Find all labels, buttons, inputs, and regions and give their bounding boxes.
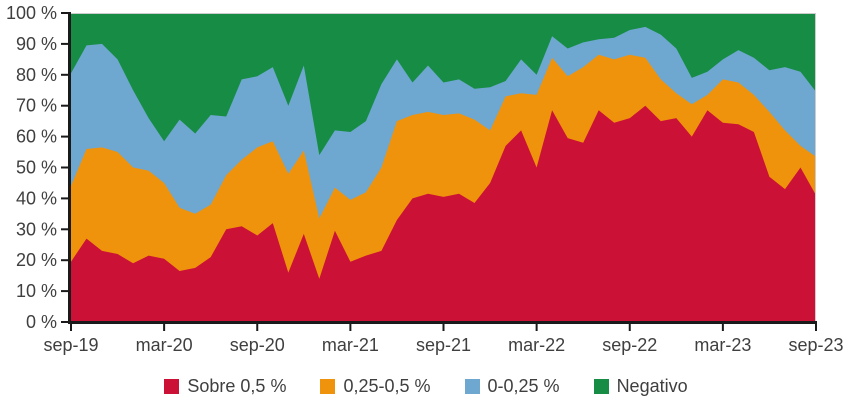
legend-swatch-0-025-icon <box>464 379 480 394</box>
y-tick-mark <box>61 104 68 107</box>
x-tick-label: mar-20 <box>136 335 193 355</box>
y-tick-mark <box>61 228 68 231</box>
x-tick-mark <box>628 324 631 331</box>
y-tick-mark <box>61 197 68 200</box>
legend-label-025-05: 0,25-0,5 % <box>343 376 431 396</box>
x-tick-mark <box>535 324 538 331</box>
y-axis-line <box>68 12 71 323</box>
legend-label-0-025: 0-0,25 % <box>487 376 560 396</box>
x-tick-label: sep-20 <box>230 335 285 355</box>
y-tick-mark <box>61 290 68 293</box>
x-tick-mark <box>163 324 166 331</box>
x-tick-label: sep-19 <box>43 335 98 355</box>
legend-item-sobre-05: Sobre 0,5 % <box>164 376 286 397</box>
legend-swatch-negativo-icon <box>593 379 609 394</box>
y-tick-label: 10 % <box>16 281 57 301</box>
y-tick-mark <box>61 73 68 76</box>
legend-swatch-sobre-05-icon <box>164 379 180 394</box>
legend-item-negativo: Negativo <box>593 376 688 397</box>
y-tick-label: 80 % <box>16 65 57 85</box>
y-tick-label: 90 % <box>16 34 57 54</box>
x-tick-mark <box>70 324 72 331</box>
x-tick-mark <box>256 324 259 331</box>
plot-frame <box>71 13 816 322</box>
legend-item-025-05: 0,25-0,5 % <box>320 376 431 397</box>
legend-swatch-025-05-icon <box>320 379 336 394</box>
legend-label-sobre-05: Sobre 0,5 % <box>187 376 287 396</box>
x-tick-label: mar-23 <box>694 335 751 355</box>
x-tick-label: mar-21 <box>322 335 379 355</box>
y-tick-label: 60 % <box>16 127 57 147</box>
y-tick-mark <box>61 12 68 14</box>
x-tick-mark <box>442 324 445 331</box>
chart-legend: Sobre 0,5 % 0,25-0,5 % 0-0,25 % Negativo <box>0 376 852 397</box>
y-tick-mark <box>61 135 68 138</box>
x-tick-label: mar-22 <box>508 335 565 355</box>
x-tick-mark <box>349 324 352 331</box>
x-tick-label: sep-23 <box>788 335 843 355</box>
legend-label-negativo: Negativo <box>616 376 688 396</box>
y-tick-label: 40 % <box>16 188 57 208</box>
y-tick-label: 70 % <box>16 96 57 116</box>
y-tick-label: 50 % <box>16 158 57 178</box>
x-tick-mark <box>721 324 724 331</box>
x-tick-label: sep-21 <box>416 335 471 355</box>
y-tick-mark <box>61 166 68 169</box>
y-tick-label: 100 % <box>6 3 57 23</box>
y-tick-label: 20 % <box>16 250 57 270</box>
y-tick-label: 30 % <box>16 219 57 239</box>
area-series-0 <box>71 105 816 322</box>
y-tick-mark <box>61 321 68 323</box>
x-tick-mark <box>815 324 817 331</box>
legend-item-0-025: 0-0,25 % <box>464 376 560 397</box>
stacked-area-chart: 0 % 10 % 20 % 30 % 40 % 50 % 60 % 70 % 80 % 90 % 1… <box>6 3 844 355</box>
y-tick-label: 0 % <box>26 312 57 332</box>
y-tick-mark <box>61 42 68 45</box>
x-axis-line <box>68 321 817 324</box>
y-tick-mark <box>61 259 68 262</box>
x-tick-label: sep-22 <box>602 335 657 355</box>
